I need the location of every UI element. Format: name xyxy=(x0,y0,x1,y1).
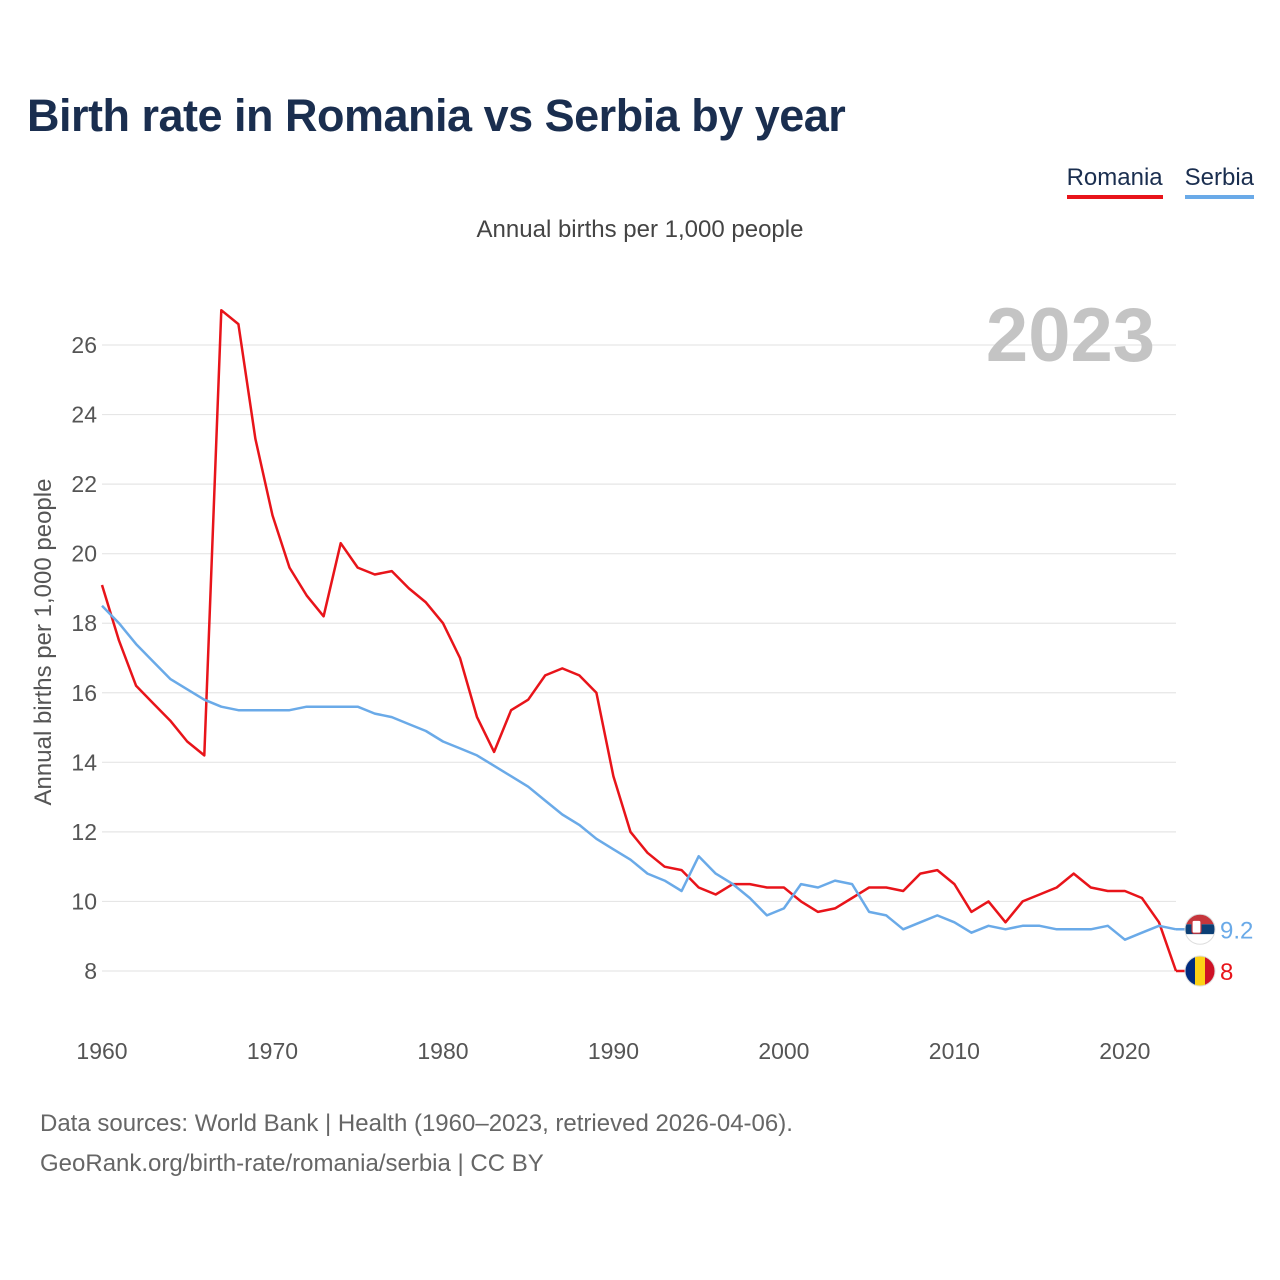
footer: Data sources: World Bank | Health (1960–… xyxy=(40,1104,793,1184)
legend: Romania Serbia xyxy=(1066,164,1254,199)
y-tick-20: 20 xyxy=(71,541,97,567)
x-axis-ticks: 1960 1970 1980 1990 2000 2010 2020 xyxy=(76,1038,1150,1064)
y-axis-ticks: 8 10 12 14 16 18 20 22 24 26 xyxy=(71,332,97,984)
y-tick-24: 24 xyxy=(71,402,97,428)
chart-title: Birth rate in Romania vs Serbia by year xyxy=(27,90,846,141)
series-line-romania xyxy=(100,308,1178,972)
end-markers: 89.2 xyxy=(1176,913,1253,987)
y-tick-26: 26 xyxy=(71,332,97,358)
y-axis-label: Annual births per 1,000 people xyxy=(30,479,57,806)
source-url-text: GeoRank.org/birth-rate/romania/serbia | … xyxy=(40,1150,544,1177)
series-lines xyxy=(100,308,1178,972)
y-tick-10: 10 xyxy=(71,888,97,914)
data-source-text: Data sources: World Bank | Health (1960–… xyxy=(40,1110,793,1137)
y-tick-16: 16 xyxy=(71,680,97,706)
end-label-serbia: 9.2 xyxy=(1220,917,1253,944)
legend-item-romania[interactable]: Romania xyxy=(1066,164,1163,199)
series-line-serbia xyxy=(101,604,1177,941)
x-tick-1960: 1960 xyxy=(76,1038,127,1064)
serbia-flag-icon xyxy=(1184,913,1216,945)
chart-subtitle: Annual births per 1,000 people xyxy=(476,216,804,243)
y-tick-14: 14 xyxy=(71,749,97,775)
x-tick-2000: 2000 xyxy=(758,1038,809,1064)
x-tick-1990: 1990 xyxy=(588,1038,639,1064)
legend-item-serbia[interactable]: Serbia xyxy=(1184,164,1254,199)
x-tick-1970: 1970 xyxy=(247,1038,298,1064)
romania-flag-icon xyxy=(1184,955,1216,987)
x-tick-2010: 2010 xyxy=(929,1038,980,1064)
x-tick-2020: 2020 xyxy=(1099,1038,1150,1064)
y-tick-18: 18 xyxy=(71,610,97,636)
y-tick-8: 8 xyxy=(84,958,97,984)
gridlines xyxy=(102,344,1176,972)
year-label: 2023 xyxy=(985,293,1155,378)
end-label-romania: 8 xyxy=(1220,959,1233,986)
y-tick-12: 12 xyxy=(71,819,97,845)
x-tick-1980: 1980 xyxy=(417,1038,468,1064)
y-tick-22: 22 xyxy=(71,471,97,497)
